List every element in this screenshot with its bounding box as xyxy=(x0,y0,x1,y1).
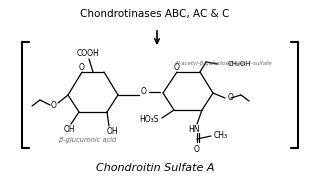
Text: O: O xyxy=(51,100,57,110)
Text: OH: OH xyxy=(106,128,118,136)
Text: HN: HN xyxy=(188,124,200,134)
Text: CH₂OH: CH₂OH xyxy=(228,61,252,67)
Text: O: O xyxy=(174,64,180,72)
Text: Chondrotinases ABC, AC & C: Chondrotinases ABC, AC & C xyxy=(80,9,230,19)
Text: Chondroitin Sulfate A: Chondroitin Sulfate A xyxy=(96,163,214,173)
Text: O: O xyxy=(141,88,147,96)
Text: O: O xyxy=(228,94,234,102)
Text: COOH: COOH xyxy=(76,50,100,58)
Text: β-glucuronic acid: β-glucuronic acid xyxy=(60,137,116,143)
Text: O: O xyxy=(194,145,200,153)
Text: N-acetyl-β-galactosamine-4-sulfate: N-acetyl-β-galactosamine-4-sulfate xyxy=(175,60,272,66)
Text: CH₃: CH₃ xyxy=(214,132,228,141)
Text: OH: OH xyxy=(63,124,75,134)
Text: O: O xyxy=(79,64,85,72)
Text: HO₃S: HO₃S xyxy=(139,116,159,124)
